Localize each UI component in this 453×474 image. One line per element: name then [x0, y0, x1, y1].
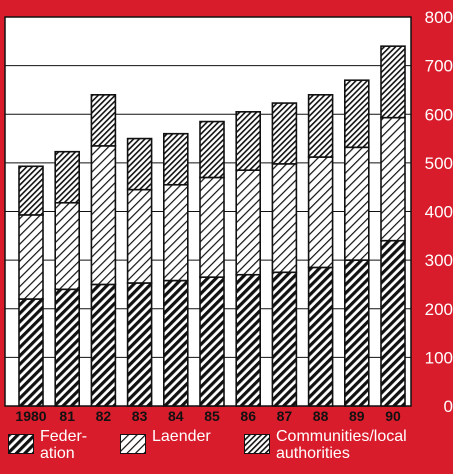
x-tick-label: 86	[240, 408, 256, 424]
y-tick-label: 600	[425, 105, 453, 124]
bar-segment-laender	[163, 183, 189, 282]
bar-segment-federation	[271, 271, 298, 407]
bar-segment-laender	[199, 176, 225, 278]
bar-segment-federation	[380, 239, 406, 407]
bar-segment-federation	[90, 283, 117, 407]
y-tick-label: 500	[425, 154, 453, 173]
y-tick-label: 0	[444, 397, 453, 416]
bar-segment-communities	[18, 165, 44, 216]
x-tick-label: 90	[385, 408, 401, 424]
legend-label-communities-line1: Communities/local	[276, 428, 407, 445]
x-tick-label: 88	[313, 408, 329, 424]
x-tick-label: 81	[59, 408, 75, 424]
bar-segment-federation	[307, 266, 334, 407]
bar-segment-laender	[18, 214, 44, 300]
bar-segment-laender	[343, 146, 370, 261]
bar-segment-federation	[199, 276, 225, 407]
bar-segment-federation	[126, 282, 153, 407]
bar-segment-federation	[54, 288, 81, 407]
y-tick-label: 700	[425, 57, 453, 76]
bar-segment-communities	[199, 120, 225, 179]
x-tick-label: 84	[168, 408, 184, 424]
bar-segment-communities	[307, 94, 334, 158]
legend: Feder- ation Laender Communities/local a…	[0, 428, 453, 474]
bar-segment-laender	[380, 116, 406, 242]
x-axis-ticks: 1980 81 82 83 84 85 86 87 88 89 90	[15, 408, 401, 424]
legend-label-federation-line2: ation	[40, 445, 75, 462]
bar-segment-laender	[307, 156, 334, 269]
bar-segment-laender	[126, 188, 153, 284]
bar-segment-communities	[271, 102, 298, 165]
communities-swatch-icon	[244, 434, 270, 454]
bar-segment-federation	[18, 298, 44, 407]
x-tick-label: 83	[132, 408, 148, 424]
y-tick-label: 100	[425, 348, 453, 367]
bar-segment-communities	[380, 45, 406, 119]
bar-segment-laender	[54, 201, 81, 291]
bar-segment-communities	[54, 150, 81, 204]
y-tick-label: 400	[425, 203, 453, 222]
y-axis-ticks: 0 100 200 300 400 500 600 700 800	[425, 8, 453, 416]
laender-swatch-icon	[120, 434, 146, 454]
bar-segment-laender	[90, 145, 117, 286]
x-tick-label: 82	[96, 408, 112, 424]
x-tick-label: 1980	[15, 408, 46, 424]
federation-swatch-icon	[8, 434, 34, 454]
bar-segment-communities	[235, 111, 261, 171]
bar-group	[18, 45, 406, 407]
bar-segment-communities	[163, 132, 189, 186]
x-tick-label: 85	[204, 408, 220, 424]
legend-label-laender: Laender	[152, 428, 211, 445]
bar-segment-communities	[343, 79, 370, 149]
legend-item-federation: Feder- ation	[8, 428, 87, 462]
y-tick-label: 300	[425, 251, 453, 270]
bar-segment-federation	[235, 273, 261, 407]
bar-segment-federation	[163, 279, 189, 407]
y-tick-label: 800	[425, 8, 453, 27]
legend-item-laender: Laender	[120, 428, 211, 454]
bar-segment-laender	[271, 163, 298, 274]
legend-label-communities-line2: authorities	[276, 445, 350, 462]
bar-segment-communities	[90, 94, 117, 147]
stacked-bar-chart: 0 100 200 300 400 500 600 700 800 1980 81 82 83 84 85…	[4, 8, 453, 424]
legend-label-federation-line1: Feder-	[40, 428, 88, 445]
bar-segment-communities	[126, 137, 153, 191]
bar-segment-laender	[235, 169, 261, 276]
x-tick-label: 87	[277, 408, 293, 424]
y-tick-label: 200	[425, 300, 453, 319]
bar-segment-federation	[343, 259, 370, 407]
legend-item-communities: Communities/local authorities	[244, 428, 407, 462]
x-tick-label: 89	[349, 408, 365, 424]
